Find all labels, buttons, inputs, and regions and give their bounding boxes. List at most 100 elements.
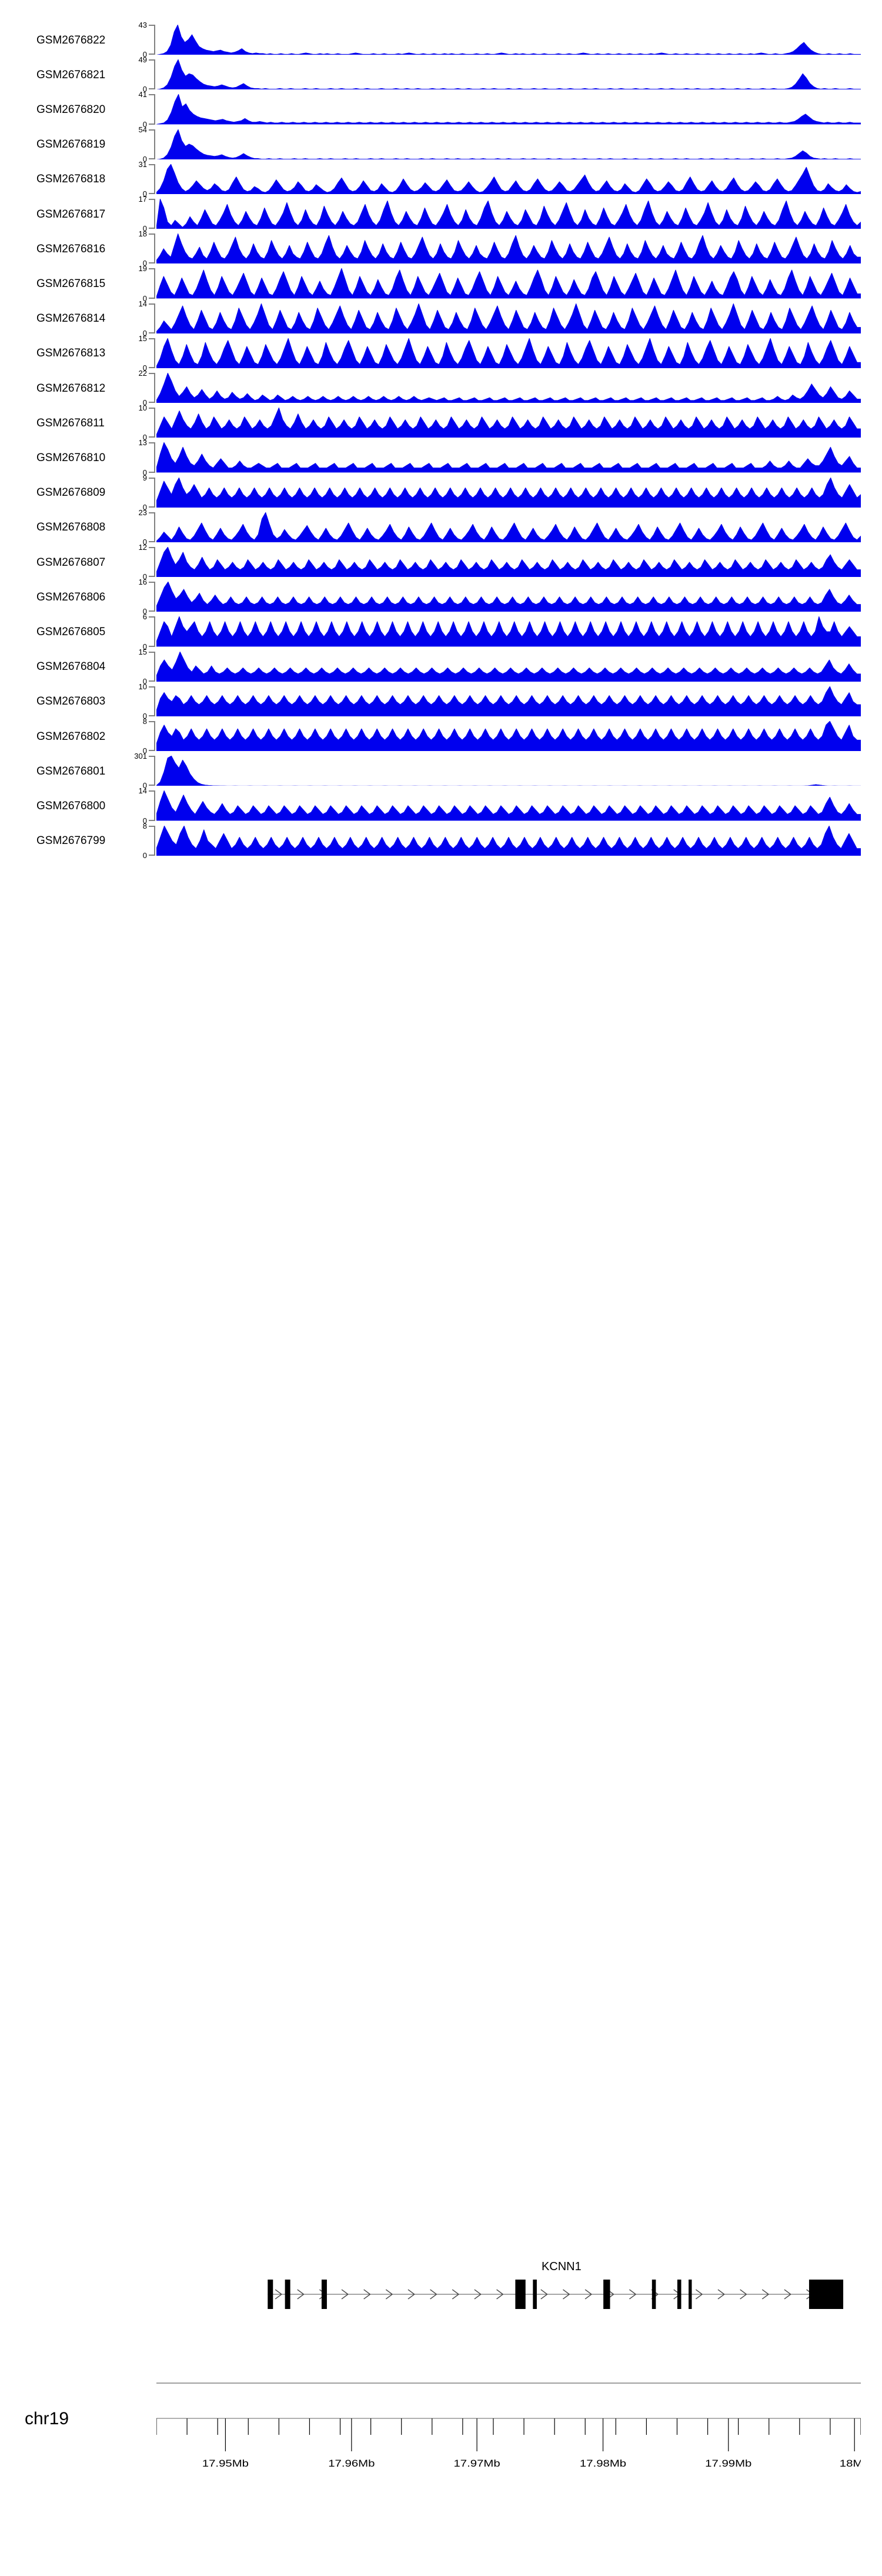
y-axis-tick-min <box>149 471 155 473</box>
y-axis-tick-min <box>149 402 155 403</box>
coverage-plot-area <box>156 59 861 90</box>
y-axis-tick-max <box>149 616 155 618</box>
y-axis-min-value: 0 <box>142 154 147 163</box>
y-axis-tick-min <box>149 819 155 821</box>
y-axis-max-value: 22 <box>138 369 147 378</box>
y-axis-tick-min <box>149 297 155 299</box>
y-axis-max-value: 31 <box>138 159 147 169</box>
coverage-plot-area <box>156 25 861 55</box>
y-axis-max-value: 10 <box>138 682 147 691</box>
coverage-track: GSM2676816 18 0 <box>0 230 882 268</box>
y-axis-tick-min <box>149 576 155 578</box>
y-axis-min-value: 0 <box>142 746 147 756</box>
y-axis-tick-min <box>149 715 155 716</box>
gene-annotation-track: KCNN1 <box>0 2253 882 2329</box>
coverage-plot-area <box>156 790 861 821</box>
y-axis-max-value: 301 <box>134 752 147 761</box>
y-axis-tick-max <box>149 373 155 374</box>
y-axis-spine <box>154 651 155 682</box>
coverage-track: GSM2676813 15 0 <box>0 335 882 372</box>
track-y-axis: 54 0 <box>115 126 155 163</box>
y-axis-spine <box>154 373 155 403</box>
y-axis-max-value: 14 <box>138 786 147 796</box>
track-y-axis: 13 0 <box>115 438 155 476</box>
coverage-track: GSM2676810 13 0 <box>0 438 882 476</box>
y-axis-max-value: 49 <box>138 55 147 65</box>
coverage-plot-area <box>156 163 861 194</box>
y-axis-max-value: 13 <box>138 438 147 448</box>
coverage-track: GSM2676807 12 0 <box>0 543 882 580</box>
y-axis-spine <box>154 512 155 542</box>
coverage-plot-area <box>156 373 861 403</box>
y-axis-tick-max <box>149 825 155 827</box>
track-y-axis: 10 0 <box>115 404 155 442</box>
y-axis-tick-max <box>149 651 155 653</box>
svg-text:17.96Mb: 17.96Mb <box>328 2458 375 2469</box>
coverage-plot-area <box>156 721 861 752</box>
coverage-track: GSM2676809 9 0 <box>0 474 882 511</box>
track-y-axis: 301 0 <box>115 752 155 790</box>
y-axis-max-value: 19 <box>138 264 147 273</box>
coverage-track: GSM2676800 14 0 <box>0 786 882 825</box>
y-axis-tick-min <box>149 228 155 229</box>
coverage-track: GSM2676808 23 0 <box>0 508 882 546</box>
y-axis-tick-max <box>149 408 155 409</box>
track-y-axis: 41 0 <box>115 90 155 129</box>
y-axis-tick-max <box>149 686 155 688</box>
y-axis-tick-max <box>149 59 155 61</box>
y-axis-min-value: 0 <box>142 293 147 303</box>
y-axis-tick-min <box>149 366 155 368</box>
track-sample-label: GSM2676812 <box>36 382 106 395</box>
y-axis-min-value: 0 <box>142 711 147 720</box>
coverage-track: GSM2676805 6 0 <box>0 613 882 650</box>
y-axis-max-value: 14 <box>138 299 147 308</box>
y-axis-min-value: 0 <box>142 433 147 442</box>
track-sample-label: GSM2676801 <box>36 765 106 778</box>
y-axis-tick-max <box>149 268 155 270</box>
coverage-plot-area <box>156 233 861 264</box>
y-axis-spine <box>154 163 155 194</box>
coverage-plot-area <box>156 825 861 856</box>
coverage-plot-area <box>156 338 861 368</box>
y-axis-max-value: 8 <box>142 821 147 830</box>
track-y-axis: 14 0 <box>115 786 155 825</box>
y-axis-tick-min <box>149 610 155 612</box>
y-axis-min-value: 0 <box>142 189 147 198</box>
track-y-axis: 18 0 <box>115 230 155 268</box>
coverage-plot-area <box>156 547 861 578</box>
y-axis-max-value: 43 <box>138 21 147 29</box>
coverage-track: GSM2676802 8 0 <box>0 718 882 756</box>
y-axis-min-value: 0 <box>142 781 147 790</box>
coverage-plot-area <box>156 477 861 508</box>
y-axis-tick-max <box>149 25 155 26</box>
y-axis-spine <box>154 129 155 159</box>
y-axis-spine <box>154 408 155 438</box>
track-sample-label: GSM2676822 <box>36 34 106 46</box>
y-axis-spine <box>154 616 155 647</box>
y-axis-spine <box>154 547 155 578</box>
y-axis-min-value: 0 <box>142 259 147 268</box>
y-axis-tick-max <box>149 338 155 339</box>
track-sample-label: GSM2676811 <box>36 416 105 429</box>
y-axis-min-value: 0 <box>142 119 147 129</box>
y-axis-min-value: 0 <box>142 850 147 860</box>
y-axis-spine <box>154 825 155 856</box>
coverage-track: GSM2676803 10 0 <box>0 682 882 720</box>
coverage-track: GSM2676799 8 0 <box>0 821 882 860</box>
y-axis-spine <box>154 59 155 90</box>
track-y-axis: 23 0 <box>115 508 155 546</box>
track-y-axis: 49 0 <box>115 55 155 93</box>
y-axis-tick-min <box>149 332 155 333</box>
y-axis-tick-min <box>149 750 155 752</box>
y-axis-max-value: 23 <box>138 508 147 517</box>
y-axis-max-value: 17 <box>138 195 147 203</box>
coverage-plot-area <box>156 512 861 542</box>
y-axis-tick-max <box>149 199 155 200</box>
y-axis-spine <box>154 268 155 299</box>
track-sample-label: GSM2676819 <box>36 138 106 151</box>
y-axis-max-value: 41 <box>138 90 147 99</box>
y-axis-min-value: 0 <box>142 224 147 233</box>
